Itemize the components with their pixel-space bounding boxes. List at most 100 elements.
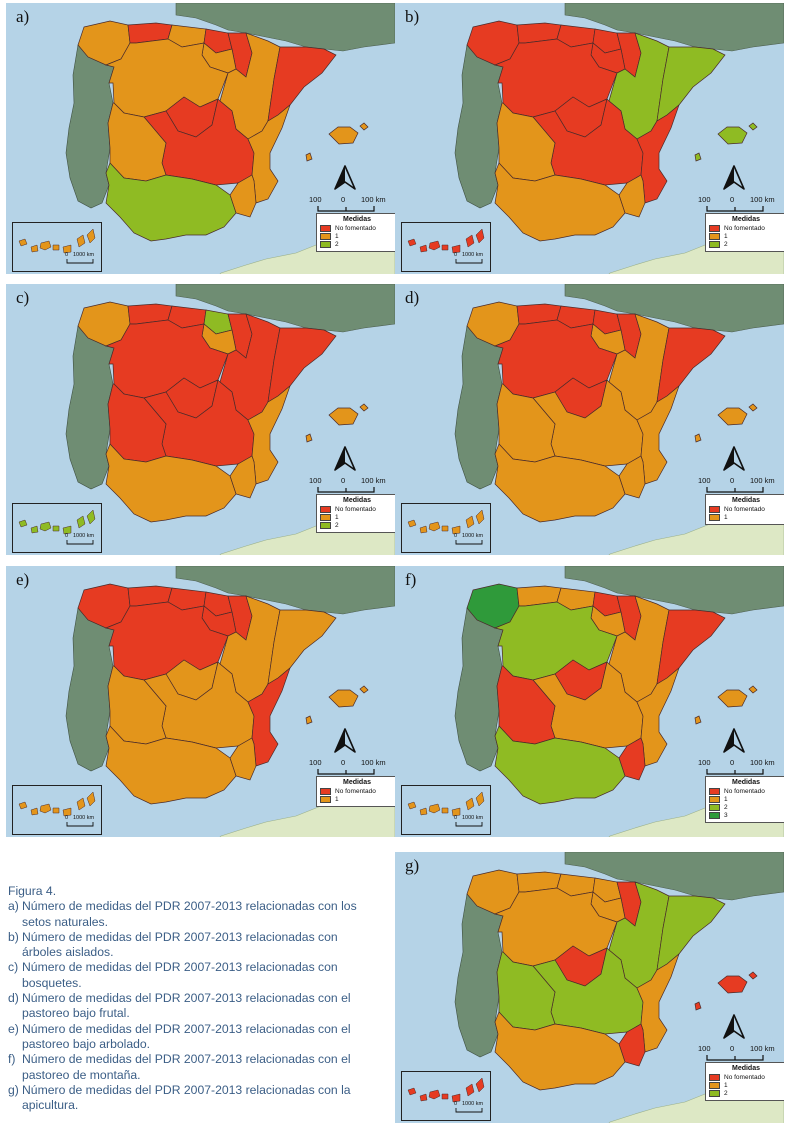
legend-entry: No fomentado	[320, 224, 394, 232]
panel-label: a)	[16, 7, 30, 26]
inset-scale-left: 0	[454, 1101, 458, 1107]
legend-label: 2	[724, 803, 728, 811]
scale-bar: 100 0 100 km	[309, 195, 393, 217]
region-bal	[694, 122, 758, 162]
france-land	[175, 566, 395, 615]
legend-entry: 1	[320, 795, 394, 803]
inset-scale-bar	[455, 259, 483, 264]
france-land	[564, 852, 784, 901]
caption-text: Número de medidas del PDR 2007-2013 rela…	[22, 960, 338, 990]
region-cat	[267, 609, 337, 685]
legend-entry: No fomentado	[320, 787, 394, 795]
panel-label: e)	[16, 570, 30, 589]
north-arrow-icon	[332, 445, 358, 478]
region-bal	[694, 403, 758, 443]
inset-scale-left: 0	[454, 815, 458, 821]
legend-entry: No fomentado	[320, 505, 394, 513]
portugal-land	[65, 607, 115, 772]
legend-swatch	[709, 224, 720, 232]
region-and	[105, 162, 237, 242]
map-panel-d: d) 100 0 100 km Medidas No fomentado 1 0 1000 km	[395, 284, 784, 555]
portugal-land	[65, 44, 115, 209]
inset-scale-right: 1000 km	[73, 252, 95, 258]
legend-entry: 1	[709, 1081, 783, 1089]
map-legend: Medidas No fomentado 1 2	[705, 1062, 784, 1101]
legend-label: 1	[335, 795, 339, 803]
panel-label: b)	[405, 7, 420, 26]
legend-label: 1	[724, 795, 728, 803]
legend-label: No fomentado	[724, 224, 765, 232]
region-bal	[305, 685, 369, 725]
map-legend: Medidas No fomentado 1	[316, 776, 395, 807]
scale-label-left: 100	[698, 195, 711, 204]
legend-label: 1	[335, 513, 339, 521]
scale-label-mid: 0	[730, 1044, 735, 1053]
canary-islands-inset: 0 1000 km	[12, 222, 102, 272]
france-land	[175, 284, 395, 333]
scale-bar: 100 0 100 km	[698, 1044, 782, 1066]
panel-label: f)	[405, 570, 417, 589]
legend-label: No fomentado	[724, 505, 765, 513]
region-bal	[694, 685, 758, 725]
map-panel-e: e) 100 0 100 km Medidas No fomentado 1 0 1000 km	[6, 566, 395, 837]
scale-bar: 100 0 100 km	[698, 758, 782, 780]
legend-entry: No fomentado	[709, 1073, 783, 1081]
legend-label: 2	[724, 240, 728, 248]
legend-swatch	[320, 795, 331, 803]
caption-text: Número de medidas del PDR 2007-2013 rela…	[22, 1052, 351, 1082]
legend-swatch	[320, 232, 331, 240]
region-icn	[407, 791, 485, 817]
scale-bar: 100 0 100 km	[309, 476, 393, 498]
legend-swatch	[320, 513, 331, 521]
legend-label: No fomentado	[724, 787, 765, 795]
caption-letter: e)	[8, 1021, 19, 1036]
figure-caption: Figura 4. a) Número de medidas del PDR 20…	[8, 884, 388, 1113]
inset-scale-bar	[66, 822, 94, 827]
legend-title: Medidas	[731, 497, 760, 504]
map-legend: Medidas No fomentado 1 2 3	[705, 776, 784, 823]
legend-label: 2	[335, 240, 339, 248]
region-and	[494, 725, 626, 805]
scale-label-right: 100 km	[361, 758, 386, 767]
map-canvas	[454, 852, 784, 1123]
caption-item: a) Número de medidas del PDR 2007-2013 re…	[8, 899, 388, 930]
north-arrow-icon	[721, 164, 747, 197]
legend-swatch	[320, 521, 331, 529]
map-canvas	[65, 284, 395, 555]
map-panel-c: c) 100 0 100 km Medidas No fomentado 1 2 0 1000 k…	[6, 284, 395, 555]
inset-scale-right: 1000 km	[73, 533, 95, 539]
scale-label-left: 100	[698, 758, 711, 767]
region-bal	[305, 403, 369, 443]
legend-entry: 1	[709, 232, 783, 240]
portugal-land	[454, 607, 504, 772]
legend-swatch	[320, 240, 331, 248]
legend-swatch	[709, 1073, 720, 1081]
scale-label-right: 100 km	[750, 195, 775, 204]
scale-label-mid: 0	[730, 476, 735, 485]
region-and	[105, 443, 237, 523]
caption-item: d) Número de medidas del PDR 2007-2013 re…	[8, 991, 388, 1022]
scale-label-mid: 0	[341, 758, 346, 767]
scale-label-mid: 0	[341, 195, 346, 204]
caption-text: Número de medidas del PDR 2007-2013 rela…	[22, 1082, 351, 1113]
legend-entry: 1	[709, 513, 783, 521]
inset-scale-bar	[455, 822, 483, 827]
legend-label: No fomentado	[335, 505, 376, 513]
legend-entry: No fomentado	[709, 787, 783, 795]
legend-label: 1	[724, 1081, 728, 1089]
canary-islands-inset: 0 1000 km	[401, 222, 491, 272]
north-arrow-icon	[721, 445, 747, 478]
legend-title: Medidas	[731, 216, 760, 223]
inset-scale-bar	[66, 540, 94, 545]
legend-label: 1	[335, 232, 339, 240]
inset-scale-left: 0	[65, 533, 69, 539]
inset-scale-right: 1000 km	[462, 252, 484, 258]
scale-label-right: 100 km	[750, 476, 775, 485]
caption-text: Número de medidas del PDR 2007-2013 rela…	[22, 1021, 351, 1051]
map-panel-f: f) 100 0 100 km Medidas No fomentado 1 2 3 0 1000 …	[395, 566, 784, 837]
legend-entry: 2	[320, 240, 394, 248]
inset-scale-right: 1000 km	[73, 815, 95, 821]
legend-label: No fomentado	[335, 787, 376, 795]
legend-swatch	[320, 787, 331, 795]
inset-scale-bar	[455, 540, 483, 545]
